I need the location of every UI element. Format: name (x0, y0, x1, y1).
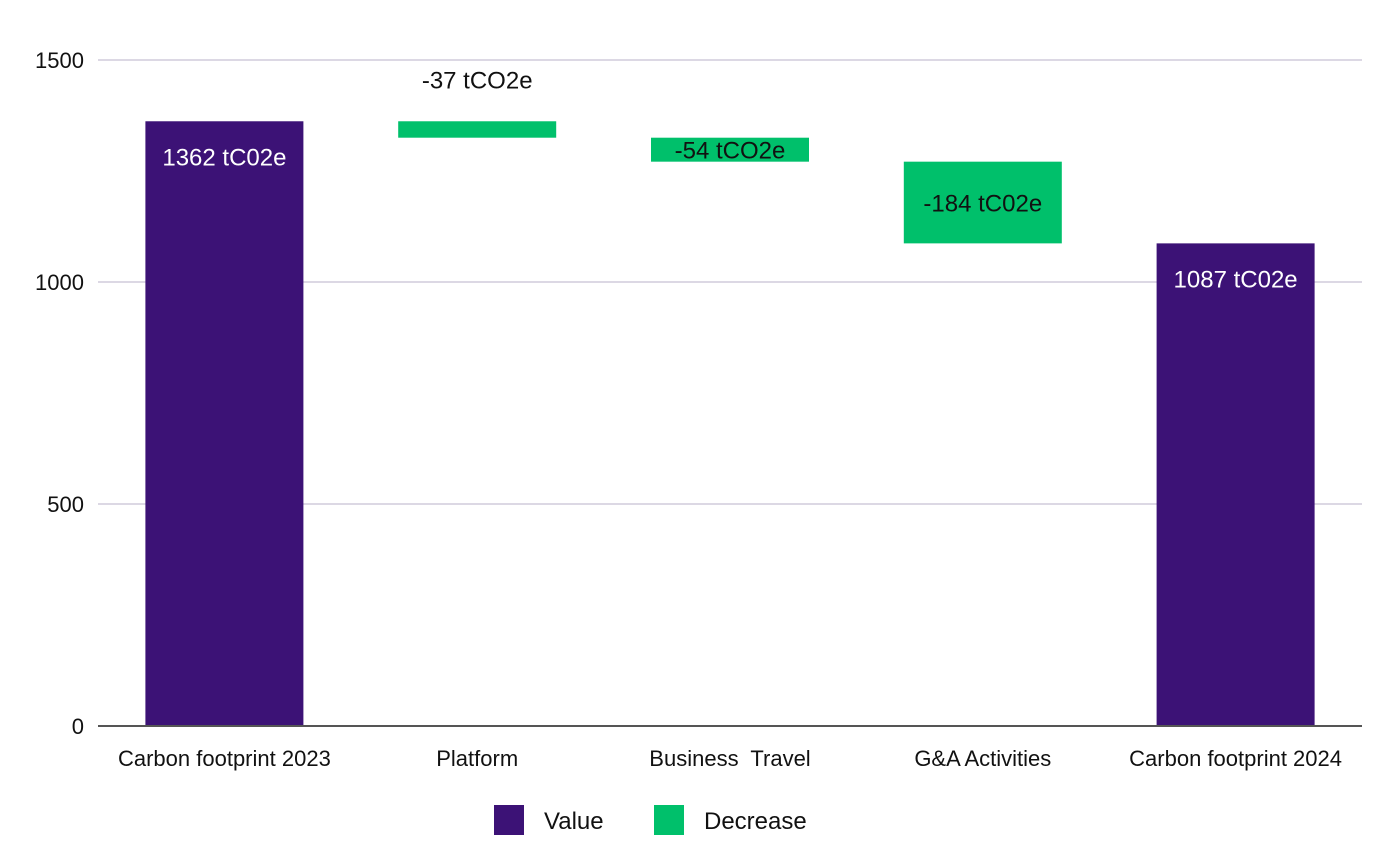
bar-data-label: -54 tCO2e (675, 138, 786, 165)
decrease-bar (651, 137, 809, 162)
axis-layer: 0 500 1000 1500 Carbon footprint 2023 Platfor… (35, 48, 1362, 771)
legend-label-value: Value (544, 808, 604, 835)
x-category-label: Business Travel (649, 746, 810, 771)
x-category-label: G&A Activities (914, 746, 1051, 771)
value-bar (1156, 243, 1315, 726)
y-tick-label: 500 (47, 492, 84, 517)
y-tick-label: 1500 (35, 48, 84, 73)
decrease-bar (903, 161, 1062, 244)
legend-swatch-value (494, 805, 524, 835)
bar-data-label: 1087 tC02e (1174, 266, 1298, 293)
x-category-label: Platform (436, 746, 518, 771)
legend-label-decrease: Decrease (704, 808, 807, 835)
grid-layer (98, 59, 1362, 505)
x-category-label: Carbon footprint 2023 (118, 746, 331, 771)
x-category-label: Carbon footprint 2024 (1129, 746, 1342, 771)
legend-swatch-decrease (654, 805, 684, 835)
bar-data-label: 1362 tC02e (162, 144, 286, 171)
decrease-bar (398, 121, 557, 138)
y-tick-label: 1000 (35, 270, 84, 295)
bar-layer (145, 121, 1315, 727)
label-layer: 1362 tC02e -37 tCO2e -54 tCO2e -184 tC02e 10… (162, 67, 1297, 293)
y-tick-label: 0 (72, 714, 84, 739)
value-bar (145, 121, 304, 727)
bar-data-label: -37 tCO2e (422, 67, 533, 94)
bar-data-label: -184 tC02e (923, 191, 1042, 218)
legend: Value Decrease (494, 805, 807, 835)
